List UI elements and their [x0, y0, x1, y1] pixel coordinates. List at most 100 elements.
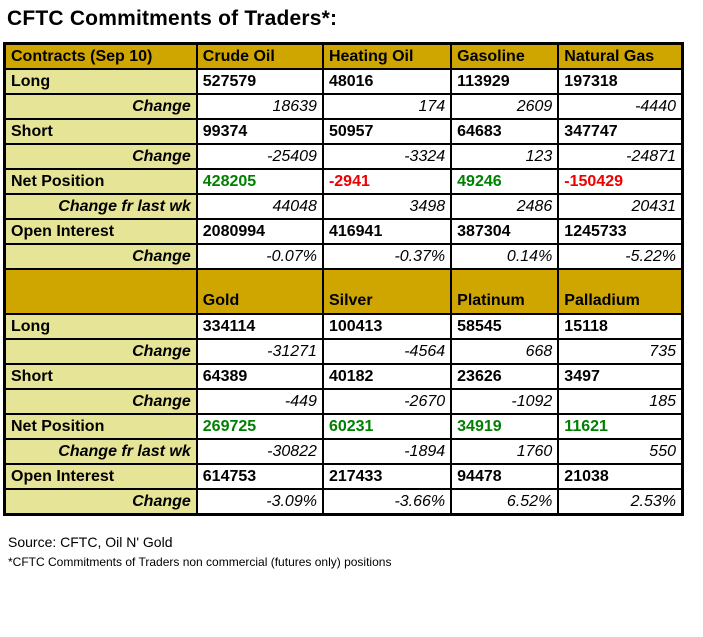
data-cell: 217433 [321, 463, 453, 490]
row-label: Change [3, 143, 198, 170]
data-cell: -3324 [321, 143, 453, 170]
data-cell: 550 [557, 438, 684, 465]
data-cell: 735 [557, 338, 684, 365]
net-value: 49246 [450, 168, 560, 195]
data-cell: 416941 [321, 218, 453, 245]
data-cell: -5.22% [557, 243, 684, 270]
table-header-metals: Gold Silver Platinum Palladium [3, 268, 684, 315]
data-cell: 387304 [450, 218, 560, 245]
data-cell: 15118 [557, 313, 684, 340]
data-cell: 3497 [557, 363, 684, 390]
data-cell: -24871 [557, 143, 684, 170]
column-header-platinum: Platinum [450, 268, 560, 315]
data-cell: 100413 [321, 313, 453, 340]
data-cell: 23626 [450, 363, 560, 390]
data-cell: 1760 [450, 438, 560, 465]
data-cell: 334114 [195, 313, 324, 340]
data-cell: -1092 [450, 388, 560, 415]
data-cell: 3498 [321, 193, 453, 220]
source-line: Source: CFTC, Oil N' Gold [8, 534, 173, 550]
net-value: 60231 [321, 413, 453, 440]
row-label: Open Interest [3, 463, 198, 490]
row-label: Change [3, 488, 198, 516]
page-title: CFTC Commitments of Traders*: [7, 7, 338, 30]
column-header-blank [3, 268, 198, 315]
net-value: 11621 [557, 413, 684, 440]
table-row-oi-change: Change -0.07% -0.37% 0.14% -5.22% [3, 243, 684, 270]
net-value: 34919 [450, 413, 560, 440]
table-row-open-interest: Open Interest 2080994 416941 387304 1245… [3, 218, 684, 245]
data-cell: -4440 [557, 93, 684, 120]
data-cell: 20431 [557, 193, 684, 220]
column-header-gasoline: Gasoline [450, 42, 560, 70]
table-row-net-position: Net Position 428205 -2941 49246 -150429 [3, 168, 684, 195]
column-header-silver: Silver [321, 268, 453, 315]
data-cell: 21038 [557, 463, 684, 490]
data-cell: 123 [450, 143, 560, 170]
data-cell: 527579 [195, 68, 324, 95]
data-cell: 6.52% [450, 488, 560, 516]
data-cell: 58545 [450, 313, 560, 340]
table-row-long-change: Change -31271 -4564 668 735 [3, 338, 684, 365]
data-cell: 113929 [450, 68, 560, 95]
data-cell: 44048 [195, 193, 324, 220]
data-cell: 1245733 [557, 218, 684, 245]
row-label: Change [3, 243, 198, 270]
row-label: Short [3, 118, 198, 145]
data-cell: 18639 [195, 93, 324, 120]
table-row-long: Long 334114 100413 58545 15118 [3, 313, 684, 340]
table-row-long: Long 527579 48016 113929 197318 [3, 68, 684, 95]
data-cell: 614753 [195, 463, 324, 490]
data-cell: -31271 [195, 338, 324, 365]
row-label: Change [3, 388, 198, 415]
data-cell: -4564 [321, 338, 453, 365]
row-label: Change fr last wk [3, 438, 198, 465]
data-cell: -449 [195, 388, 324, 415]
data-cell: 2080994 [195, 218, 324, 245]
data-cell: 2609 [450, 93, 560, 120]
data-cell: 2486 [450, 193, 560, 220]
footnote: *CFTC Commitments of Traders non commerc… [8, 555, 392, 569]
data-cell: 94478 [450, 463, 560, 490]
net-value: 269725 [195, 413, 324, 440]
row-label: Long [3, 313, 198, 340]
row-label: Long [3, 68, 198, 95]
data-cell: 347747 [557, 118, 684, 145]
data-cell: 185 [557, 388, 684, 415]
table-row-open-interest: Open Interest 614753 217433 94478 21038 [3, 463, 684, 490]
net-value: 428205 [195, 168, 324, 195]
data-cell: -3.09% [195, 488, 324, 516]
row-label: Short [3, 363, 198, 390]
data-cell: 99374 [195, 118, 324, 145]
data-cell: 48016 [321, 68, 453, 95]
data-cell: -0.07% [195, 243, 324, 270]
data-cell: 50957 [321, 118, 453, 145]
data-cell: 174 [321, 93, 453, 120]
net-value: -150429 [557, 168, 684, 195]
column-header-natural-gas: Natural Gas [557, 42, 684, 70]
table-row-net-change: Change fr last wk -30822 -1894 1760 550 [3, 438, 684, 465]
net-value: -2941 [321, 168, 453, 195]
data-cell: -25409 [195, 143, 324, 170]
data-cell: -1894 [321, 438, 453, 465]
data-cell: 0.14% [450, 243, 560, 270]
row-label: Change fr last wk [3, 193, 198, 220]
data-cell: 64389 [195, 363, 324, 390]
row-label: Net Position [3, 413, 198, 440]
data-cell: 40182 [321, 363, 453, 390]
table-row-long-change: Change 18639 174 2609 -4440 [3, 93, 684, 120]
data-cell: 64683 [450, 118, 560, 145]
data-cell: -30822 [195, 438, 324, 465]
data-cell: 197318 [557, 68, 684, 95]
row-label: Change [3, 338, 198, 365]
table-row-net-change: Change fr last wk 44048 3498 2486 20431 [3, 193, 684, 220]
column-header-gold: Gold [195, 268, 324, 315]
table-row-short-change: Change -449 -2670 -1092 185 [3, 388, 684, 415]
column-header-contracts: Contracts (Sep 10) [3, 42, 198, 70]
table-row-short-change: Change -25409 -3324 123 -24871 [3, 143, 684, 170]
column-header-heating-oil: Heating Oil [321, 42, 453, 70]
table-header-energy: Contracts (Sep 10) Crude Oil Heating Oil… [3, 42, 684, 70]
data-cell: -2670 [321, 388, 453, 415]
data-cell: -0.37% [321, 243, 453, 270]
table-row-oi-change: Change -3.09% -3.66% 6.52% 2.53% [3, 488, 684, 516]
